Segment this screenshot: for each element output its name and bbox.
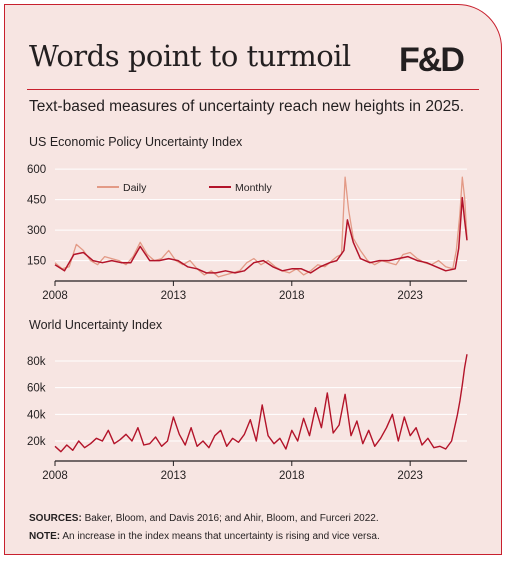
sources-note: SOURCES: Baker, Bloom, and Davis 2016; a…	[29, 510, 380, 546]
wui-series-line-wui	[54, 354, 468, 453]
wui-chart-title: World Uncertainty Index	[29, 318, 163, 332]
wui-xtick-label: 2013	[161, 470, 187, 482]
subtitle: Text-based measures of uncertainty reach…	[29, 98, 465, 115]
sources-line: SOURCES: Baker, Bloom, and Davis 2016; a…	[29, 510, 380, 528]
epu-ytick-label: 150	[27, 256, 46, 268]
note-label: NOTE:	[29, 531, 61, 542]
title-divider	[27, 89, 479, 90]
sources-label: SOURCES:	[29, 513, 82, 524]
epu-ytick-label: 600	[27, 164, 46, 176]
epu-xtick-label: 2008	[42, 290, 68, 302]
epu-series-line-monthly	[54, 196, 468, 274]
wui-ytick-label: 60k	[27, 383, 46, 395]
fd-logo: F&D	[399, 41, 465, 79]
wui-xtick-label: 2008	[42, 470, 68, 482]
epu-chart-title: US Economic Policy Uncertainty Index	[29, 135, 243, 149]
epu-chart: 150 300 450 600 2008 2013 2018 2023 Daily Monthly	[27, 164, 468, 302]
wui-xtick-label: 2018	[279, 470, 305, 482]
sources-text: Baker, Bloom, and Davis 2016; and Ahir, …	[84, 513, 379, 524]
epu-xtick-label: 2018	[279, 290, 305, 302]
wui-chart: 20k 40k 60k 80k 2008 2013 2018 2023	[27, 354, 468, 482]
epu-ytick-label: 450	[27, 195, 46, 207]
note-line: NOTE: An increase in the index means tha…	[29, 528, 380, 546]
wui-xtick-label: 2023	[397, 470, 423, 482]
epu-legend-label: Monthly	[235, 182, 273, 194]
epu-xtick-label: 2023	[397, 290, 423, 302]
wui-ytick-label: 40k	[27, 409, 46, 421]
epu-xtick-label: 2013	[161, 290, 187, 302]
epu-ytick-label: 300	[27, 225, 46, 237]
wui-ytick-label: 80k	[27, 356, 46, 368]
chart-card: Words point to turmoil F&D Text-based me…	[4, 4, 502, 555]
wui-ytick-label: 20k	[27, 436, 46, 448]
page-title: Words point to turmoil	[29, 39, 351, 73]
epu-legend-label: Daily	[123, 182, 147, 194]
note-text: An increase in the index means that unce…	[62, 531, 380, 542]
